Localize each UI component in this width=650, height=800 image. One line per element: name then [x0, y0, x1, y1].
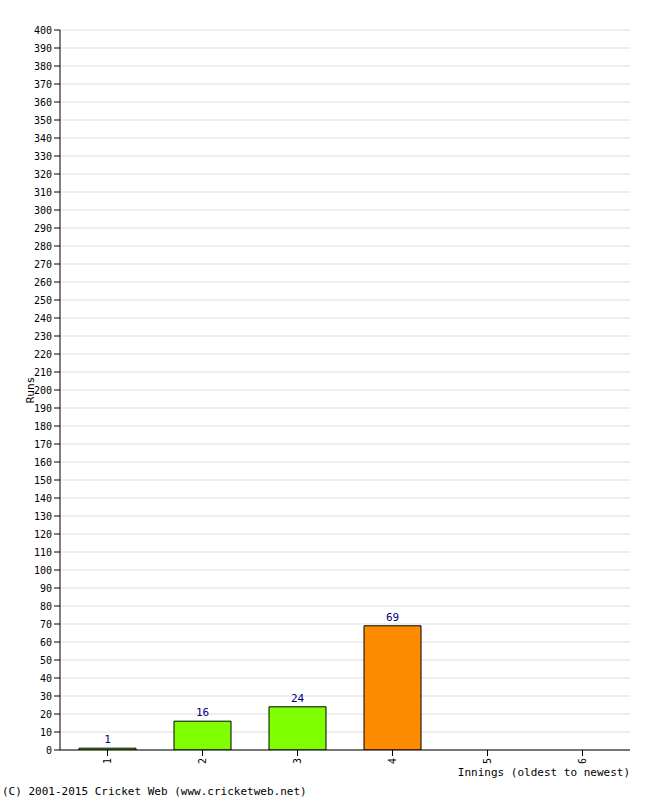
html-text:(C) 2001-2015 Cricket Web (www: (C) 2001-2015 Cricket Web (www.cricketwe…: [2, 785, 307, 798]
svg-text:300: 300: [34, 205, 52, 216]
svg-text:5: 5: [482, 758, 493, 764]
svg-text:6: 6: [577, 758, 588, 764]
svg-text:3: 3: [292, 758, 303, 764]
svg-text:1: 1: [104, 733, 111, 746]
svg-text:110: 110: [34, 547, 52, 558]
svg-text:200: 200: [34, 385, 52, 396]
svg-text:16: 16: [196, 706, 209, 719]
svg-text:1: 1: [102, 758, 113, 764]
html-text:Runs: Runs: [23, 376, 37, 404]
svg-text:370: 370: [34, 79, 52, 90]
svg-text:24: 24: [291, 692, 305, 705]
svg-text:220: 220: [34, 349, 52, 360]
svg-text:70: 70: [40, 619, 52, 630]
svg-text:280: 280: [34, 241, 52, 252]
svg-text:50: 50: [40, 655, 52, 666]
svg-text:170: 170: [34, 439, 52, 450]
svg-text:240: 240: [34, 313, 52, 324]
svg-text:320: 320: [34, 169, 52, 180]
svg-text:260: 260: [34, 277, 52, 288]
svg-text:69: 69: [386, 611, 399, 624]
svg-text:40: 40: [40, 673, 52, 684]
svg-text:160: 160: [34, 457, 52, 468]
svg-text:140: 140: [34, 493, 52, 504]
svg-text:150: 150: [34, 475, 52, 486]
svg-text:30: 30: [40, 691, 52, 702]
svg-text:230: 230: [34, 331, 52, 342]
svg-text:380: 380: [34, 61, 52, 72]
svg-text:130: 130: [34, 511, 52, 522]
svg-text:190: 190: [34, 403, 52, 414]
svg-text:330: 330: [34, 151, 52, 162]
svg-text:290: 290: [34, 223, 52, 234]
svg-text:20: 20: [40, 709, 52, 720]
svg-text:60: 60: [40, 637, 52, 648]
svg-text:90: 90: [40, 583, 52, 594]
svg-text:310: 310: [34, 187, 52, 198]
svg-text:350: 350: [34, 115, 52, 126]
svg-text:210: 210: [34, 367, 52, 378]
svg-text:270: 270: [34, 259, 52, 270]
svg-text:340: 340: [34, 133, 52, 144]
svg-text:180: 180: [34, 421, 52, 432]
svg-text:100: 100: [34, 565, 52, 576]
svg-text:390: 390: [34, 43, 52, 54]
svg-text:0: 0: [46, 745, 52, 756]
svg-text:2: 2: [197, 758, 208, 764]
svg-text:10: 10: [40, 727, 52, 738]
svg-text:250: 250: [34, 295, 52, 306]
svg-text:4: 4: [387, 758, 398, 764]
svg-text:120: 120: [34, 529, 52, 540]
svg-text:360: 360: [34, 97, 52, 108]
html-text:Innings (oldest to newest): Innings (oldest to newest): [457, 766, 630, 779]
svg-text:80: 80: [40, 601, 52, 612]
svg-text:400: 400: [34, 25, 52, 36]
